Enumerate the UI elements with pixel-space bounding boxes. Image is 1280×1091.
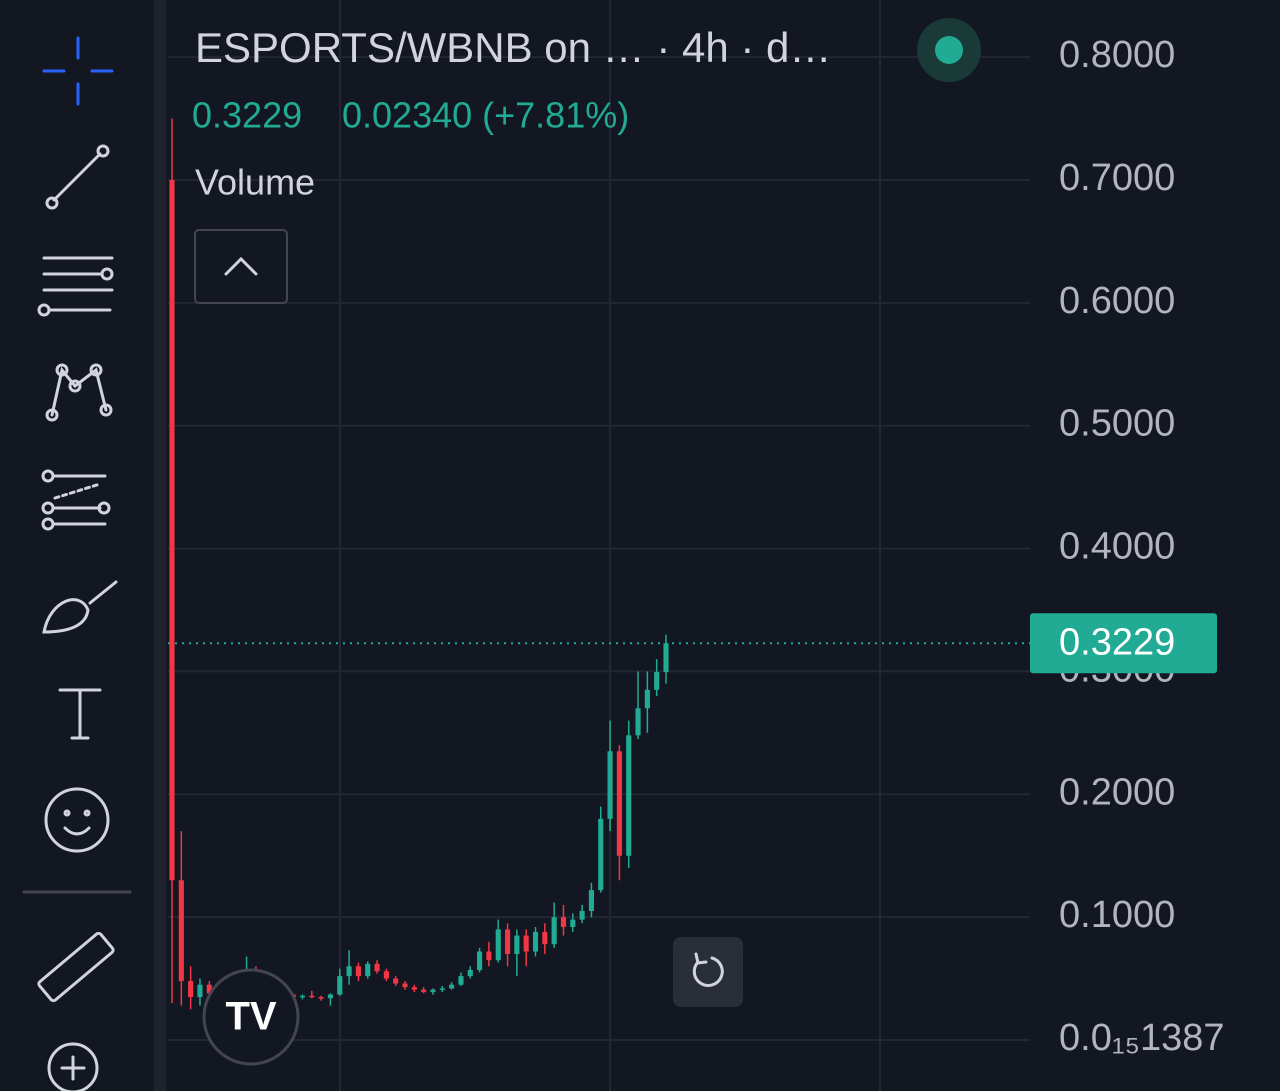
y-tick-label: 0.2000 — [1059, 771, 1175, 813]
candle-body — [504, 929, 511, 954]
candle-body — [346, 966, 352, 977]
candle-body — [411, 987, 417, 990]
reset-button[interactable] — [673, 937, 743, 1007]
candle-body — [374, 963, 380, 972]
candle-body — [598, 818, 604, 891]
candle-body — [188, 981, 194, 997]
candle-body — [663, 643, 669, 673]
candle-body — [616, 751, 622, 856]
brush-tool[interactable] — [42, 580, 118, 634]
y-tick-label: 0.8000 — [1059, 34, 1175, 76]
candle-body — [523, 935, 529, 952]
price-change: 0.02340 (+7.81%) — [342, 95, 629, 136]
candle-body — [318, 996, 324, 999]
candle-body — [467, 969, 473, 977]
candle-body — [206, 984, 212, 994]
candle-body — [532, 931, 539, 952]
crosshair-tool[interactable] — [42, 36, 114, 106]
candle-body — [169, 179, 175, 881]
text-tool[interactable] — [58, 688, 102, 740]
candle-body — [579, 910, 585, 920]
candle-body — [654, 672, 660, 690]
candle-body — [570, 919, 576, 927]
logo[interactable]: TV — [202, 968, 300, 1066]
candle-body — [197, 984, 203, 997]
price-axis: 0.0₁₅13870.10000.20000.30000.40000.50000… — [1030, 34, 1225, 1059]
y-tick-label: 0.5000 — [1059, 403, 1175, 445]
divider — [154, 0, 166, 1091]
price-tag-label: 0.3229 — [1059, 621, 1175, 663]
grid — [168, 56, 1030, 1041]
y-tick-label: 0.0₁₅1387 — [1059, 1017, 1225, 1059]
candle-body — [355, 966, 361, 977]
candle-body — [309, 995, 315, 998]
last-price: 0.3229 — [192, 95, 302, 136]
candle-body — [514, 935, 520, 954]
logo-mark: TV — [225, 995, 276, 1039]
candle-body — [635, 708, 641, 736]
zoom-tool[interactable] — [47, 1042, 99, 1091]
pattern-tool[interactable] — [45, 363, 113, 422]
candle-body — [365, 963, 371, 977]
candle-body — [458, 976, 464, 985]
candle-body — [477, 951, 483, 970]
candle-body — [486, 951, 492, 961]
candle-body — [299, 995, 306, 998]
vertical-grid — [339, 0, 881, 1091]
candle-body — [542, 931, 548, 945]
candle-body — [337, 976, 343, 995]
forecast-tool[interactable] — [41, 469, 111, 531]
y-tick-label: 0.7000 — [1059, 157, 1175, 199]
candle-body — [327, 994, 334, 999]
y-tick-label: 0.4000 — [1059, 526, 1175, 568]
collapse-button[interactable] — [194, 229, 288, 304]
trend-line-tool[interactable] — [45, 144, 110, 210]
status-dot — [935, 36, 963, 64]
candle-body — [393, 978, 399, 984]
candle-body — [560, 917, 567, 927]
candle-body — [449, 984, 455, 989]
volume-legend: Volume — [195, 162, 315, 203]
candle-body — [402, 983, 408, 988]
emoji-tool[interactable] — [44, 787, 110, 853]
candle-body — [383, 971, 389, 979]
candle-body — [626, 735, 632, 856]
candle-body — [421, 989, 427, 993]
price-tag — [1030, 613, 1217, 674]
fib-tool[interactable] — [37, 256, 114, 317]
candle-body — [644, 689, 650, 709]
candle-body — [551, 917, 557, 945]
symbol-title[interactable]: ESPORTS/WBNB on … · 4h · d… — [195, 24, 831, 71]
candle-body — [439, 988, 445, 990]
toolbar[interactable] — [22, 36, 132, 1091]
candle-body — [495, 929, 501, 961]
candle-body — [588, 890, 594, 911]
y-tick-label: 0.6000 — [1059, 280, 1175, 322]
candle-body — [607, 751, 613, 819]
candle-body — [430, 989, 436, 993]
y-tick-label: 0.1000 — [1059, 894, 1175, 936]
candle-body — [178, 880, 184, 982]
ruler-tool[interactable] — [37, 931, 115, 1003]
